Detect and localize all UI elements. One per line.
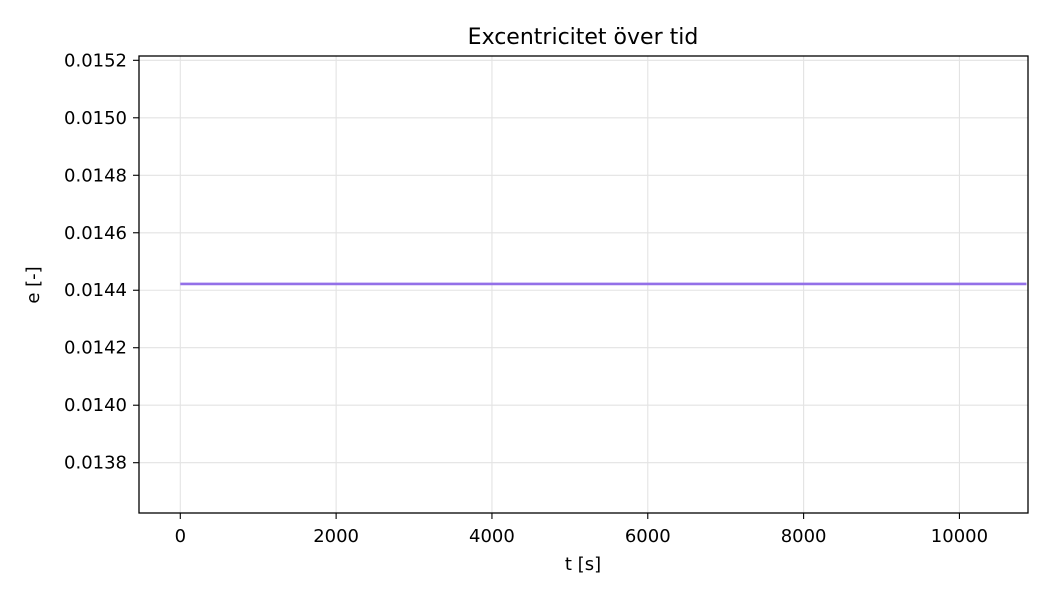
y-tick-label: 0.0144 [64,280,127,301]
y-tick-label: 0.0138 [64,453,127,474]
y-tick-label: 0.0142 [64,338,127,359]
x-tick-label: 2000 [313,526,359,547]
y-axis-label: e [-] [23,266,44,303]
y-tick-label: 0.0150 [64,108,127,129]
tick-layer: 0 2000 4000 6000 8000 10000 0.0138 0.0140 0.0142… [64,50,988,547]
x-axis-label: t [s] [565,554,601,575]
x-tick-label: 4000 [469,526,515,547]
y-tick-label: 0.0148 [64,165,127,186]
x-tick-label: 0 [175,526,186,547]
x-tick-label: 10000 [931,526,988,547]
chart-title: Excentricitet över tid [468,25,699,50]
x-tick-label: 8000 [781,526,827,547]
x-tick-label: 6000 [625,526,671,547]
y-tick-label: 0.0146 [64,223,127,244]
plot-frame [138,55,1029,514]
y-tick-label: 0.0152 [64,50,127,71]
y-tick-label: 0.0140 [64,395,127,416]
